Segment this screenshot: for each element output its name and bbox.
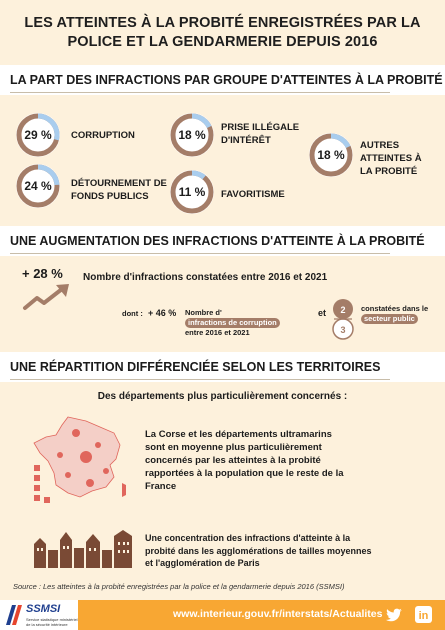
sub-increase-value: + 46 % <box>148 308 177 318</box>
fraction-icon: 2 3 <box>332 299 354 340</box>
dont-label: dont : <box>122 309 143 318</box>
et-label: et <box>318 308 327 318</box>
ssmsi-logo: SSMSI Service statistique ministériel de… <box>0 600 78 630</box>
section-title-increase: UNE AUGMENTATION DES INFRACTIONS D'ATTEI… <box>0 226 445 256</box>
donut-prise-illegale: 18 % <box>170 113 214 157</box>
linkedin-icon[interactable]: in <box>415 606 432 623</box>
svg-text:in: in <box>419 610 429 622</box>
pct-detournement: 24 % <box>24 179 52 193</box>
pct-corruption: 29 % <box>24 128 52 142</box>
ssmsi-logo-icon <box>6 605 22 625</box>
ssmsi-logo-text: SSMSI <box>26 603 61 615</box>
territories-subtitle: Des départements plus particulièrement c… <box>97 391 348 402</box>
sub-increase-text: Nombre d'infractions de corruption entre… <box>185 308 315 338</box>
fraction-text: constatées dans le secteur public <box>361 304 429 324</box>
page-title-line2: POLICE ET LA GENDARMERIE DEPUIS 2016 <box>67 34 378 50</box>
fraction-denominator: 3 <box>340 325 345 335</box>
label-prise-illegale: PRISE ILLÉGALE D'INTÉRÊT <box>221 122 300 146</box>
city-skyline-icon <box>34 530 132 568</box>
increase-text: Nombre d'infractions constatées entre 20… <box>83 272 328 283</box>
pct-favoritisme: 11 % <box>178 185 206 199</box>
fraction-numerator: 2 <box>340 305 345 315</box>
label-corruption: CORRUPTION <box>71 130 135 141</box>
trend-up-icon <box>23 284 69 310</box>
france-map-icon <box>33 416 126 503</box>
secteur-public-pill: secteur public <box>361 314 418 324</box>
donut-ring <box>170 170 214 214</box>
donut-ring-share <box>309 133 353 177</box>
para-corse-outremer: La Corse et les départements ultramarins… <box>145 429 344 492</box>
label-autres: AUTRES ATTEINTES À LA PROBITÉ <box>360 140 422 177</box>
donut-ring <box>16 164 60 208</box>
donut-ring-share <box>170 170 214 214</box>
label-detournement: DÉTOURNEMENT DE FONDS PUBLICS <box>71 178 167 202</box>
twitter-icon[interactable] <box>385 607 403 623</box>
section-title-text: UNE RÉPARTITION DIFFÉRENCIÉE SELON LES T… <box>10 360 381 374</box>
donut-detournement: 24 % <box>16 164 60 208</box>
donut-favoritisme: 11 % <box>170 170 214 214</box>
para-agglomerations: Une concentration des infractions d'atte… <box>145 533 372 568</box>
increase-value: + 28 % <box>22 266 63 281</box>
donut-autres: 18 % <box>309 133 353 177</box>
label-favoritisme: FAVORITISME <box>221 189 285 200</box>
donut-ring-share <box>170 113 214 157</box>
pct-prise-illegale: 18 % <box>178 128 206 142</box>
source-note: Source : Les atteintes à la probité enre… <box>13 582 345 591</box>
donut-ring <box>16 113 60 157</box>
section-title-territories: UNE RÉPARTITION DIFFÉRENCIÉE SELON LES T… <box>0 352 445 382</box>
donut-ring-share <box>16 113 60 157</box>
section-title-share: LA PART DES INFRACTIONS PAR GROUPE D'ATT… <box>0 65 445 95</box>
donut-ring-share <box>16 164 60 208</box>
page-title-line1: LES ATTEINTES À LA PROBITÉ ENREGISTRÉES … <box>24 15 421 31</box>
pct-autres: 18 % <box>317 148 345 162</box>
section-title-text: UNE AUGMENTATION DES INFRACTIONS D'ATTEI… <box>10 234 425 248</box>
donut-corruption: 29 % <box>16 113 60 157</box>
footer-url-link[interactable]: www.interieur.gouv.fr/interstats/Actuali… <box>173 608 383 620</box>
section-title-text: LA PART DES INFRACTIONS PAR GROUPE D'ATT… <box>10 73 443 87</box>
donut-ring <box>170 113 214 157</box>
page-header: LES ATTEINTES À LA PROBITÉ ENREGISTRÉES … <box>0 0 445 60</box>
donut-ring <box>309 133 353 177</box>
corruption-pill: infractions de corruption <box>185 318 280 328</box>
ssmsi-logo-subtitle: Service statistique ministériel de la sé… <box>26 617 78 627</box>
